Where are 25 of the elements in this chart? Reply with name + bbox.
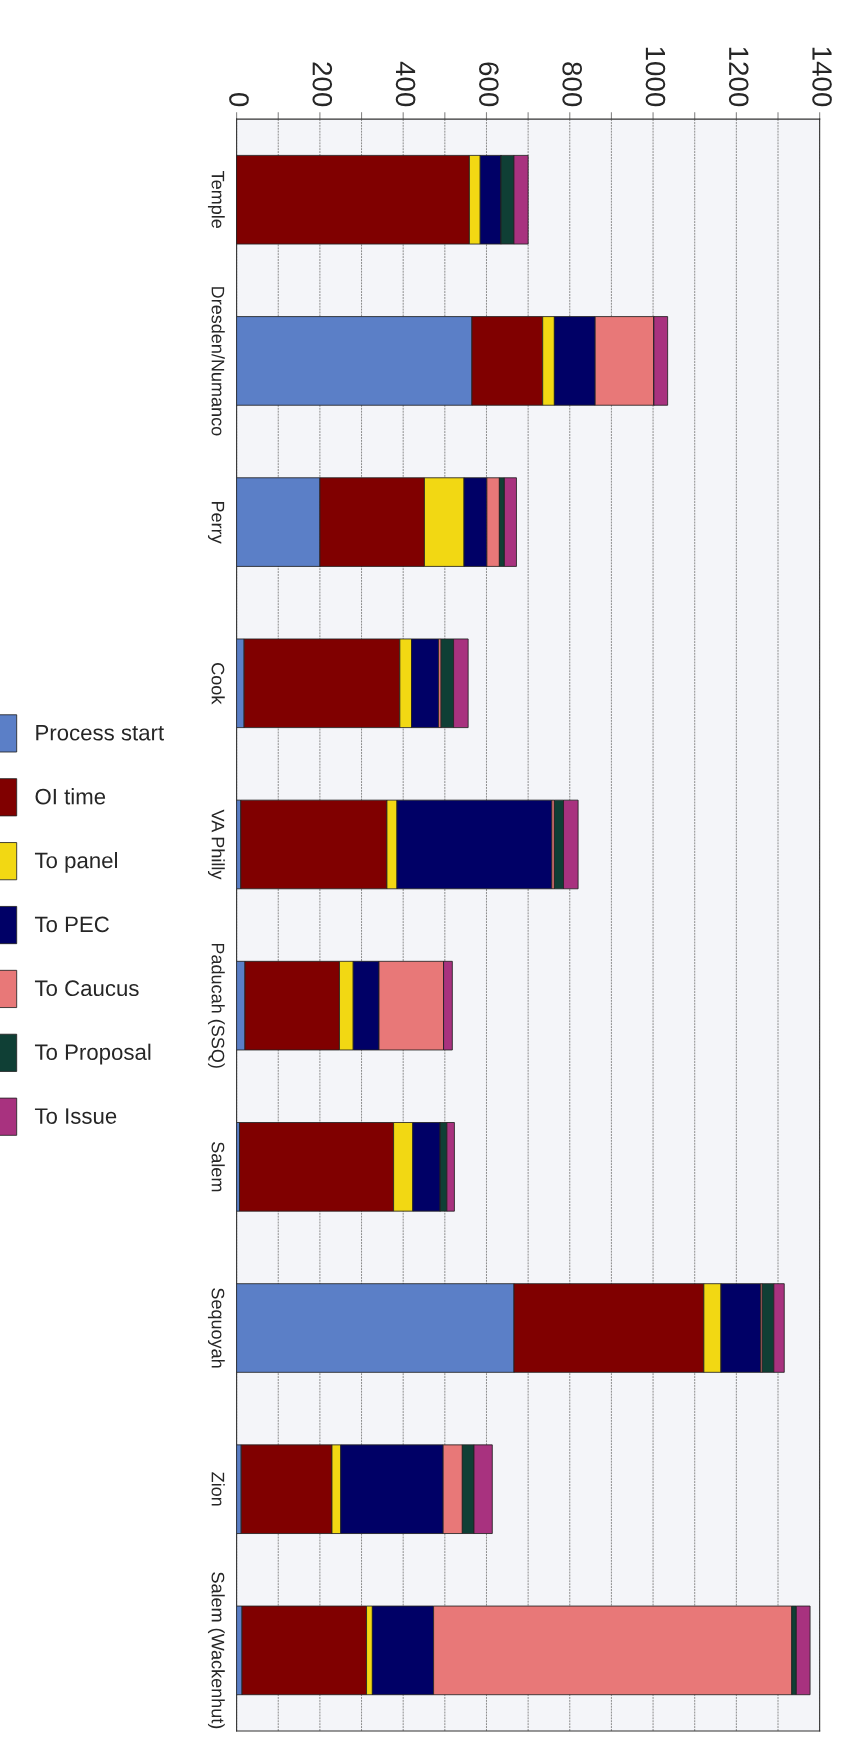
x-tick-label: 200 bbox=[312, 62, 333, 107]
x-tick-label: 600 bbox=[479, 62, 499, 107]
x-tick-label: 0 bbox=[229, 92, 249, 107]
legend-label: OI time bbox=[35, 788, 106, 805]
x-tick-label: 1400 bbox=[812, 47, 832, 107]
legend-label: To panel bbox=[34, 852, 117, 873]
x-tick-label: 1000 bbox=[645, 47, 666, 107]
legend-label: Process start bbox=[36, 725, 164, 741]
x-tick-label: 400 bbox=[395, 61, 416, 107]
legend-label: To PEC bbox=[34, 916, 109, 933]
y-tick-label: Salem (Wackenhut) bbox=[207, 1572, 225, 1729]
y-tick-label: Perry bbox=[207, 502, 225, 544]
y-tick-label: Dresden/Numanco bbox=[211, 287, 225, 436]
legend-label: To Issue bbox=[34, 1108, 117, 1124]
y-tick-label: Sequoyah bbox=[207, 1288, 225, 1368]
x-tick-label: 1200 bbox=[728, 47, 749, 107]
y-tick-label: Paducah (SSQ) bbox=[207, 943, 225, 1068]
x-tick-label: 800 bbox=[562, 62, 582, 107]
y-tick-label: VA Philly bbox=[207, 809, 225, 880]
y-tick-label: Cook bbox=[211, 663, 225, 705]
legend-label: To Proposal bbox=[34, 1043, 151, 1065]
y-tick-label: Salem bbox=[211, 1142, 225, 1192]
y-tick-label: Zion bbox=[211, 1472, 225, 1506]
legend-label: To Caucus bbox=[34, 980, 139, 997]
y-tick-label: Temple bbox=[207, 171, 225, 229]
